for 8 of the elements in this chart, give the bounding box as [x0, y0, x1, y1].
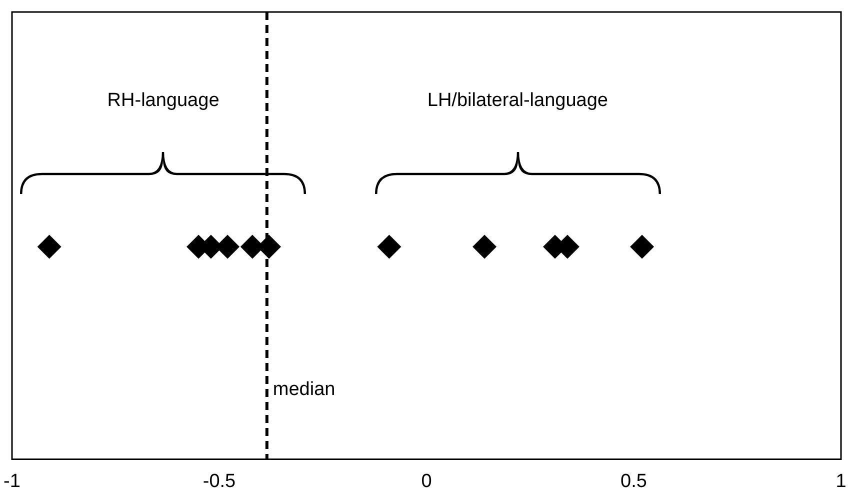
- x-tick-label: 1: [836, 470, 846, 492]
- ref-line-label: median: [272, 379, 336, 400]
- annotation: LH/bilateral-language: [427, 90, 608, 112]
- x-tick-label: -1: [4, 470, 20, 492]
- x-tick-label: 0.5: [620, 470, 647, 492]
- annotation: RH-language: [107, 90, 220, 112]
- x-tick-label: 0: [421, 470, 432, 492]
- x-tick-label: -0.5: [202, 470, 236, 492]
